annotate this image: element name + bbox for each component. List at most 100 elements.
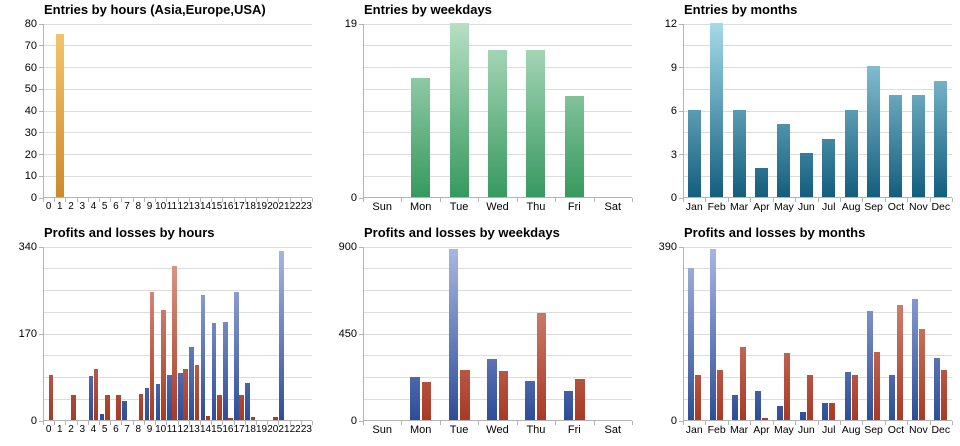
- bar-profits-Fri: [563, 391, 574, 420]
- bar-losses-Fri: [575, 379, 585, 420]
- x-axis-tick: [952, 198, 953, 202]
- bar-profits-14: [200, 295, 206, 420]
- y-axis-tick: [39, 132, 43, 134]
- x-axis-tick: [705, 198, 707, 202]
- y-axis-tick: [39, 88, 43, 90]
- x-axis-label: 10: [155, 201, 167, 212]
- gridline: [683, 132, 952, 134]
- chart-plot-area: 0 19 Sun Mon Tue Wed Thu Fri Sat: [345, 18, 633, 213]
- x-axis-label: 22: [289, 424, 301, 435]
- x-axis-tick: [516, 198, 518, 202]
- x-axis-tick: [772, 421, 774, 425]
- bar-losses-14: [205, 416, 211, 420]
- x-axis-tick: [795, 198, 797, 202]
- y-axis-label: 170: [18, 328, 37, 340]
- y-axis-line: [363, 24, 364, 198]
- gridline: [43, 154, 312, 155]
- bar-profits-17: [234, 292, 239, 420]
- bar-losses-Sep: [874, 352, 881, 420]
- x-axis-label: 22: [289, 201, 301, 212]
- x-axis-line: [363, 420, 632, 421]
- y-axis-label: 0: [670, 192, 677, 204]
- bar-losses-13: [194, 365, 200, 420]
- y-axis-tick: [679, 420, 683, 422]
- y-axis-label: 900: [338, 241, 357, 253]
- x-axis-tick: [439, 421, 441, 425]
- chart-entries-by-weekdays: Entries by weekdays 0 19 Sun Mon Tue Wed Thu Fr…: [320, 0, 640, 223]
- x-axis-tick: [952, 421, 953, 425]
- y-axis-tick: [679, 197, 683, 199]
- bar-losses-Jul: [829, 403, 836, 420]
- bar-profits-4: [88, 376, 94, 420]
- x-axis-tick: [632, 198, 633, 202]
- x-axis-tick: [65, 198, 67, 202]
- x-axis-label: Aug: [841, 424, 861, 436]
- chart-plot-area: 0 170 340 0 1 2 3 4 5 6 7 8 9 10 11 12 13 14 15 16 17 18 19 20 2…: [19, 241, 313, 435]
- x-axis-tick: [300, 421, 302, 425]
- x-axis-tick: [54, 198, 56, 202]
- x-axis-label: Feb: [707, 424, 726, 436]
- x-axis-label: May: [773, 201, 794, 213]
- x-axis-tick: [233, 198, 235, 202]
- gridline: [683, 355, 952, 357]
- bar-losses-Oct: [896, 305, 903, 420]
- x-axis-tick: [401, 198, 403, 202]
- x-axis-line: [683, 420, 952, 421]
- x-axis-label: Thu: [526, 201, 546, 213]
- x-axis-tick: [143, 421, 145, 425]
- x-axis-label: 9: [146, 424, 153, 435]
- x-axis-label: Nov: [909, 424, 928, 436]
- x-axis-label: 1: [57, 424, 63, 435]
- y-axis-tick: [359, 420, 363, 422]
- x-axis-label: Feb: [707, 201, 726, 213]
- bar-profits-Jun: [799, 412, 806, 420]
- chart-title: Entries by months: [684, 2, 798, 17]
- bar-entries-Mar: [732, 110, 746, 197]
- bar-losses-Mon: [421, 382, 432, 420]
- y-axis-tick: [679, 67, 683, 68]
- bar-profits-10: [155, 384, 161, 420]
- y-axis-tick: [39, 154, 43, 155]
- gridline: [683, 110, 952, 112]
- x-axis-tick: [121, 421, 123, 425]
- bar-profits-15: [211, 323, 217, 420]
- y-axis-tick: [39, 246, 43, 248]
- x-axis-tick: [907, 198, 909, 202]
- gridline: [43, 311, 312, 313]
- bar-losses-Jun: [806, 375, 813, 420]
- x-axis-label: 16: [222, 201, 234, 212]
- y-axis-label: 450: [338, 328, 357, 340]
- bar-profits-Jan: [687, 268, 694, 420]
- x-axis-tick: [593, 198, 595, 202]
- y-axis-label: 340: [18, 241, 37, 253]
- gridline: [43, 175, 312, 177]
- x-axis-tick: [177, 421, 179, 425]
- y-axis-line: [683, 247, 684, 421]
- gridline: [43, 398, 312, 400]
- x-axis-label: Apr: [753, 424, 770, 436]
- x-axis-tick: [516, 421, 518, 425]
- gridline: [43, 67, 312, 68]
- x-axis-tick: [188, 198, 190, 202]
- x-axis-label: 13: [188, 201, 200, 212]
- x-axis-tick: [143, 198, 145, 202]
- x-axis-tick: [683, 421, 684, 425]
- gridline: [683, 67, 952, 68]
- x-axis-label: Sep: [864, 424, 883, 436]
- x-axis-tick: [862, 198, 864, 202]
- bar-losses-9: [149, 292, 155, 420]
- x-axis-tick: [363, 421, 364, 425]
- x-axis-tick: [87, 421, 89, 425]
- y-axis-label: 19: [344, 18, 357, 30]
- x-axis-tick: [121, 198, 123, 202]
- x-axis-tick: [312, 421, 313, 425]
- bar-losses-20: [273, 417, 278, 420]
- bar-losses-15: [217, 395, 222, 420]
- x-axis-label: May: [773, 424, 794, 436]
- x-axis-tick: [839, 198, 841, 202]
- y-axis-tick: [359, 333, 363, 335]
- x-axis-tick: [199, 198, 201, 202]
- x-axis-tick: [99, 198, 101, 202]
- x-axis-tick: [795, 421, 797, 425]
- x-axis-label: 18: [244, 201, 256, 212]
